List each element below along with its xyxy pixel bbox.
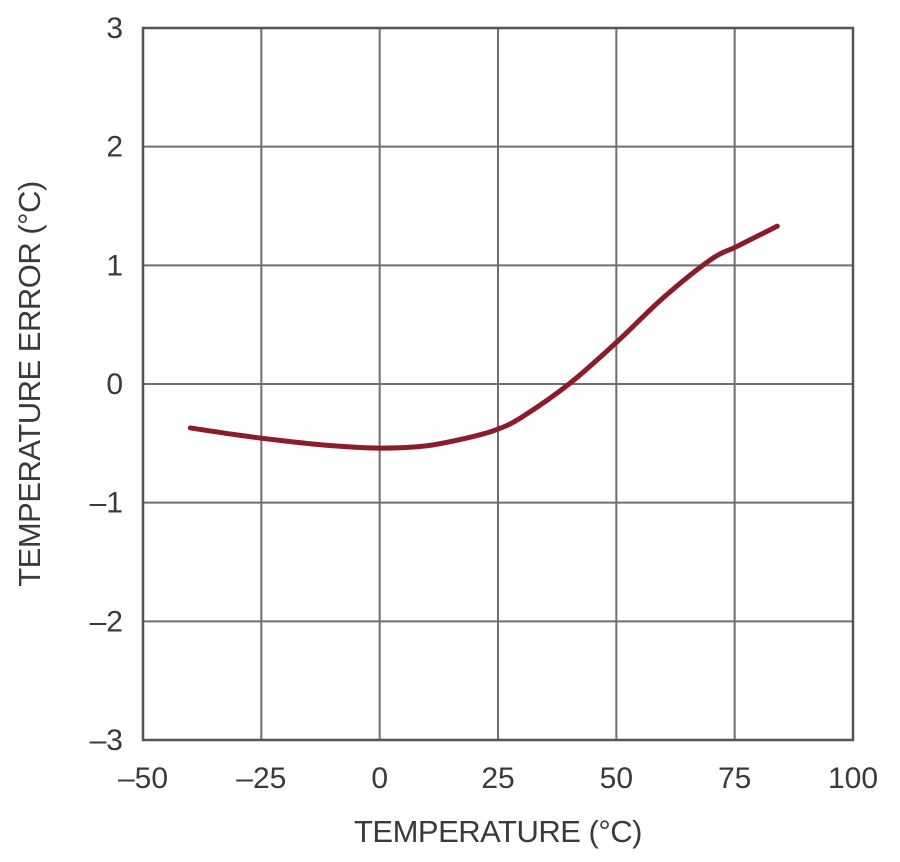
x-tick-label: 0 bbox=[371, 762, 388, 795]
y-tick-label: 3 bbox=[106, 12, 123, 45]
x-tick-label: 75 bbox=[718, 762, 751, 795]
y-tick-label: –2 bbox=[90, 605, 123, 638]
series-group bbox=[187, 223, 780, 451]
y-tick-label: 0 bbox=[106, 368, 123, 401]
x-axis-label: TEMPERATURE (°C) bbox=[354, 814, 642, 849]
y-tick-label: –3 bbox=[90, 724, 123, 757]
x-tick-label: 50 bbox=[600, 762, 633, 795]
y-tick-label: –1 bbox=[90, 487, 123, 520]
grid bbox=[142, 27, 854, 741]
x-tick-label: –50 bbox=[118, 762, 168, 795]
y-tick-labels: 3 2 1 0 –1 –2 –3 bbox=[90, 12, 123, 757]
y-tick-label: 1 bbox=[106, 249, 123, 282]
plot-frame bbox=[141, 26, 855, 742]
series-line bbox=[187, 223, 780, 451]
x-tick-label: 100 bbox=[828, 762, 878, 795]
y-tick-label: 2 bbox=[106, 131, 123, 164]
y-axis-label: TEMPERATURE ERROR (°C) bbox=[12, 181, 47, 587]
x-tick-label: –25 bbox=[236, 762, 286, 795]
x-tick-labels: –50 –25 0 25 50 75 100 bbox=[118, 762, 878, 795]
x-tick-label: 25 bbox=[481, 762, 514, 795]
